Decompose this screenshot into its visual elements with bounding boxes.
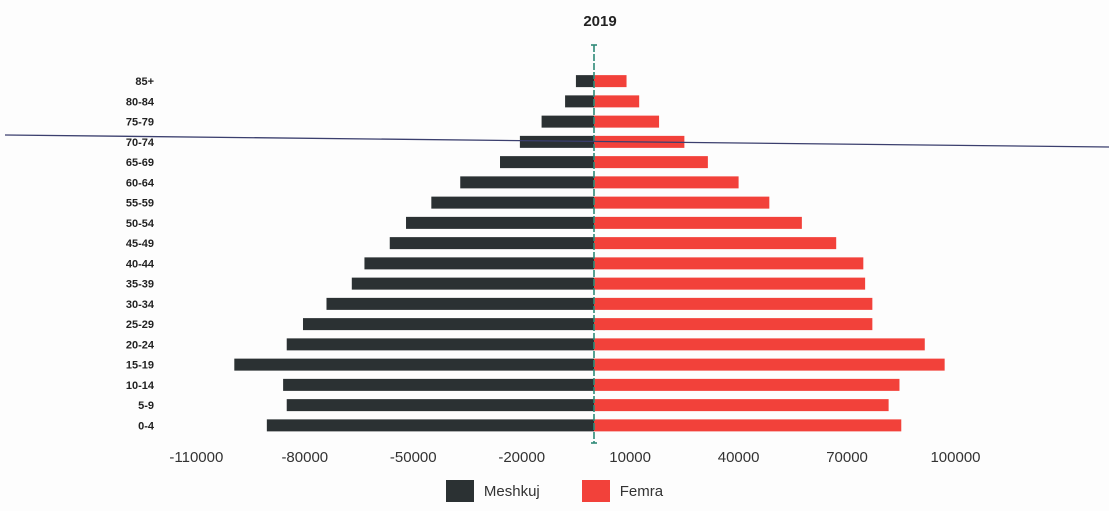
scan-line-artifact xyxy=(4,134,1109,148)
bar-femra xyxy=(594,196,770,209)
bar-femra xyxy=(594,75,627,88)
x-tick-label: 70000 xyxy=(826,449,868,466)
bar-femra xyxy=(594,176,739,189)
y-tick-label: 60-64 xyxy=(126,177,155,189)
bar-meshkuj xyxy=(575,75,594,88)
x-tick-label: -80000 xyxy=(281,449,328,466)
legend-item-femra: Femra xyxy=(581,480,664,502)
y-tick-label: 70-74 xyxy=(126,137,155,149)
bar-meshkuj xyxy=(234,358,594,371)
x-tick-label: 100000 xyxy=(930,449,980,466)
y-tick-label: 0-4 xyxy=(138,420,155,432)
bar-meshkuj xyxy=(406,216,594,229)
bar-femra xyxy=(594,399,889,412)
bar-meshkuj xyxy=(283,378,594,391)
x-tick-label: 10000 xyxy=(609,449,651,466)
bars-layer xyxy=(234,75,945,432)
y-axis-labels: 85+ 80-84 75-79 70-74 65-69 60-64 55-59 50-54 45… xyxy=(126,76,155,432)
y-tick-label: 15-19 xyxy=(126,360,154,372)
bar-femra xyxy=(594,257,864,270)
bar-meshkuj xyxy=(266,419,594,432)
y-tick-label: 75-79 xyxy=(126,117,154,129)
y-tick-label: 65-69 xyxy=(126,157,154,169)
x-tick-label: -50000 xyxy=(390,449,437,466)
bar-meshkuj xyxy=(364,257,594,270)
y-tick-label: 45-49 xyxy=(126,238,154,250)
bar-femra xyxy=(594,237,837,250)
bar-femra xyxy=(594,156,708,169)
x-tick-label: -20000 xyxy=(498,449,545,466)
legend-label-femra: Femra xyxy=(619,482,664,500)
y-tick-label: 40-44 xyxy=(126,258,155,270)
y-tick-label: 25-29 xyxy=(126,319,154,331)
bar-femra xyxy=(594,277,866,290)
bar-femra xyxy=(594,378,900,391)
legend-swatch-femra xyxy=(581,480,610,502)
y-tick-label: 80-84 xyxy=(126,96,155,108)
chart-title: 2019 xyxy=(583,13,616,30)
bar-femra xyxy=(594,95,640,108)
bar-femra xyxy=(594,297,873,310)
bar-meshkuj xyxy=(286,338,594,351)
bar-femra xyxy=(594,419,902,432)
bar-meshkuj xyxy=(500,156,594,169)
y-tick-label: 85+ xyxy=(135,76,154,88)
legend: Meshkuj Femra xyxy=(0,480,1109,502)
bar-femra xyxy=(594,358,945,371)
bar-meshkuj xyxy=(460,176,594,189)
y-tick-label: 5-9 xyxy=(138,400,154,412)
bar-meshkuj xyxy=(326,297,594,310)
bar-femra xyxy=(594,115,660,128)
bar-femra xyxy=(594,318,873,331)
bar-meshkuj xyxy=(565,95,594,108)
center-axis xyxy=(591,44,597,444)
legend-item-meshkuj: Meshkuj xyxy=(445,480,540,502)
y-tick-label: 30-34 xyxy=(126,299,155,311)
x-tick-label: 40000 xyxy=(718,449,760,466)
bar-meshkuj xyxy=(519,135,594,148)
y-tick-label: 35-39 xyxy=(126,279,154,291)
legend-label-meshkuj: Meshkuj xyxy=(483,482,540,500)
x-axis-labels: -110000 -80000 -50000 -20000 10000 40000 70000… xyxy=(169,449,980,466)
y-tick-label: 20-24 xyxy=(126,339,155,351)
legend-swatch-meshkuj xyxy=(445,480,474,502)
x-tick-label: -110000 xyxy=(169,449,223,466)
y-tick-label: 10-14 xyxy=(126,380,155,392)
bar-meshkuj xyxy=(302,318,594,331)
y-tick-label: 55-59 xyxy=(126,198,154,210)
bar-meshkuj xyxy=(389,237,594,250)
bar-meshkuj xyxy=(286,399,594,412)
bar-meshkuj xyxy=(431,196,594,209)
bar-femra xyxy=(594,216,802,229)
bar-femra xyxy=(594,338,925,351)
bar-meshkuj xyxy=(541,115,594,128)
bar-meshkuj xyxy=(351,277,594,290)
y-tick-label: 50-54 xyxy=(126,218,155,230)
